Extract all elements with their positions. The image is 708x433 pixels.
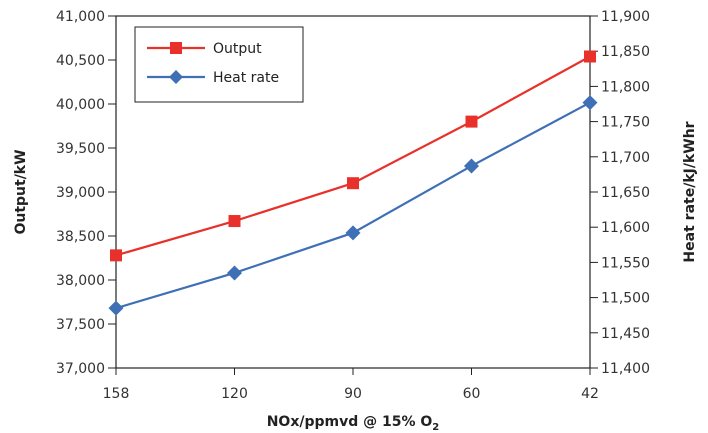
heat-rate-point xyxy=(108,300,124,316)
y-axis-title-left: Output/kW xyxy=(13,149,29,234)
legend: Output Heat rate xyxy=(134,26,304,103)
x-tick-label: 158 xyxy=(103,386,130,402)
y-axis-title-right: Heat rate/kJ/kWhr xyxy=(682,121,698,262)
left-tick-label: 38,500 xyxy=(56,229,105,245)
right-tick-label: 11,850 xyxy=(601,44,650,60)
x-axis-ticks: 158 120 90 60 42 xyxy=(103,368,599,402)
heat-rate-series-line xyxy=(115,101,591,310)
left-tick-label: 40,000 xyxy=(56,97,105,113)
left-tick-label: 41,000 xyxy=(56,9,105,25)
x-axis-title: NOx/ppmvd @ 15% O2 xyxy=(267,414,440,433)
left-tick-label: 40,500 xyxy=(56,53,105,69)
left-tick-label: 39,000 xyxy=(56,185,105,201)
heat-rate-point xyxy=(227,265,242,281)
right-tick-label: 11,750 xyxy=(601,115,650,131)
series-layer xyxy=(108,50,598,316)
right-tick-label: 11,500 xyxy=(601,291,650,307)
left-tick-label: 37,000 xyxy=(56,361,105,377)
output-point xyxy=(584,50,596,63)
legend-heatrate-marker xyxy=(169,70,183,84)
output-point xyxy=(347,177,359,190)
x-tick-label: 90 xyxy=(344,386,362,402)
legend-output-marker xyxy=(170,42,182,54)
x-tick-label: 42 xyxy=(581,386,599,402)
right-axis-ticks: 11,400 11,450 11,500 11,550 11,600 11,650 11,7… xyxy=(590,9,650,377)
right-tick-label: 11,550 xyxy=(601,255,650,271)
x-axis-title-main: NOx/ppmvd @ 15% O xyxy=(267,414,433,430)
right-tick-label: 11,450 xyxy=(601,326,650,342)
heat-rate-point xyxy=(464,158,479,174)
heat-rate-point xyxy=(345,225,361,241)
right-tick-label: 11,700 xyxy=(601,150,650,166)
x-tick-label: 120 xyxy=(221,386,248,402)
output-point xyxy=(110,249,122,262)
heat-rate-point xyxy=(582,95,598,111)
x-tick-label: 60 xyxy=(463,386,481,402)
output-point xyxy=(228,215,241,228)
legend-output-label: Output xyxy=(213,41,262,57)
right-tick-label: 11,600 xyxy=(601,220,650,236)
left-tick-label: 39,500 xyxy=(56,141,105,157)
right-tick-label: 11,650 xyxy=(601,185,650,201)
left-tick-label: 37,500 xyxy=(56,317,105,333)
right-tick-label: 11,900 xyxy=(601,9,650,25)
x-axis-title-subscript: 2 xyxy=(432,422,439,433)
legend-box xyxy=(134,26,304,103)
right-tick-label: 11,400 xyxy=(601,361,650,377)
right-tick-label: 11,800 xyxy=(601,79,650,95)
left-axis-ticks: 37,000 37,500 38,000 38,500 39,000 39,500 40,0… xyxy=(56,9,116,377)
left-tick-label: 38,000 xyxy=(56,273,105,289)
output-point xyxy=(465,115,478,128)
legend-heatrate-label: Heat rate xyxy=(213,70,279,86)
